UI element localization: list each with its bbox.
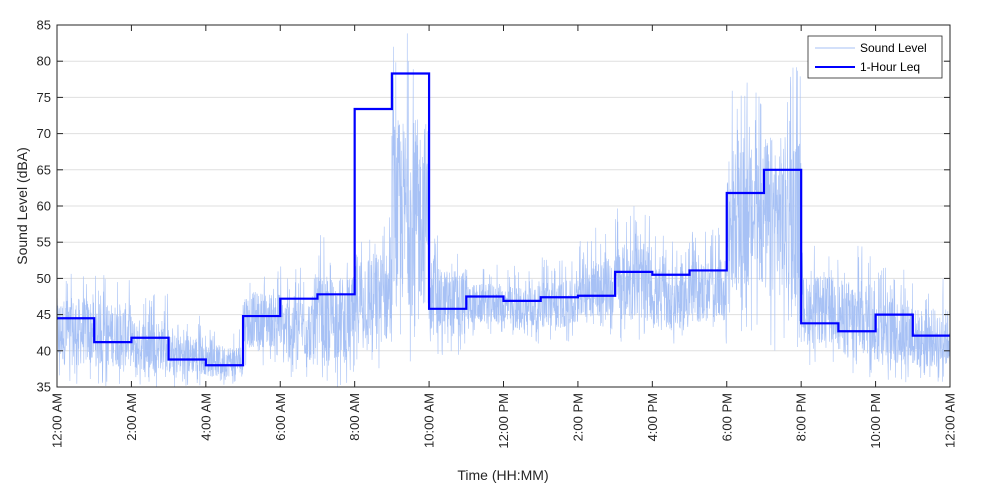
legend-box	[807, 35, 943, 79]
x-tick-label: 12:00 AM	[943, 393, 958, 448]
y-axis-title: Sound Level (dBA)	[14, 147, 30, 265]
x-tick-label: 12:00 AM	[50, 393, 65, 448]
y-tick-label: 80	[37, 54, 51, 69]
legend: Sound Level 1-Hour Leq	[807, 35, 943, 79]
y-tick-label: 40	[37, 343, 51, 358]
y-tick-label: 60	[37, 199, 51, 214]
y-tick-label: 50	[37, 271, 51, 286]
y-tick-label: 75	[37, 90, 51, 105]
leq-series	[57, 72, 950, 367]
x-tick-label: 12:00 PM	[496, 393, 511, 449]
y-tick-label: 70	[37, 126, 51, 141]
y-tick-label: 85	[37, 18, 51, 33]
x-tick-label: 2:00 AM	[124, 393, 139, 441]
legend-label-sound-level: Sound Level	[860, 41, 927, 55]
axis-ticks: 35 40 45 50 55 60 65 70 75 80 85 12:00 AM 2:00 AM 4:0…	[37, 18, 958, 449]
x-axis-title: Time (HH:MM)	[457, 467, 548, 483]
x-tick-label: 6:00 PM	[719, 393, 734, 441]
x-tick-label: 10:00 AM	[422, 393, 437, 448]
x-tick-label: 8:00 PM	[794, 393, 809, 441]
y-tick-label: 65	[37, 162, 51, 177]
legend-label-leq: 1-Hour Leq	[860, 60, 920, 74]
x-tick-label: 4:00 PM	[645, 393, 660, 441]
x-tick-label: 10:00 PM	[868, 393, 883, 449]
y-tick-label: 35	[37, 380, 51, 395]
y-tick-label: 45	[37, 307, 51, 322]
sound-level-series	[56, 33, 951, 387]
x-tick-label: 4:00 AM	[198, 393, 213, 441]
x-tick-label: 2:00 PM	[570, 393, 585, 441]
sound-level-line	[56, 33, 951, 387]
x-tick-label: 8:00 AM	[347, 393, 362, 441]
y-tick-label: 55	[37, 235, 51, 250]
x-tick-label: 6:00 AM	[273, 393, 288, 441]
leq-step-line	[57, 72, 950, 367]
